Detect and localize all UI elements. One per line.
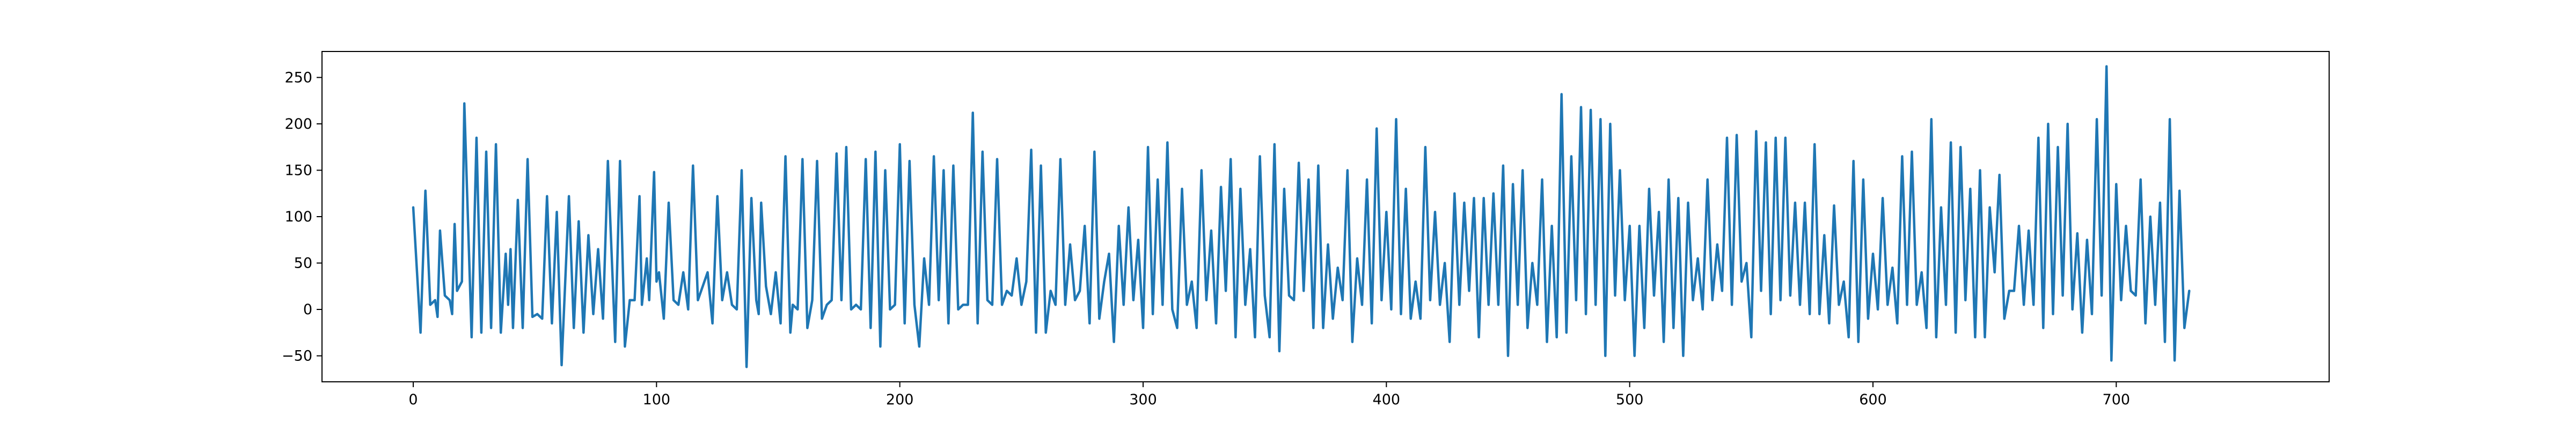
series-line: [412, 65, 2191, 368]
axes-frame: [321, 51, 2330, 382]
x-tick-label: 600: [1859, 391, 1887, 408]
x-tick-label: 500: [1616, 391, 1644, 408]
y-tick-label: 0: [303, 301, 312, 318]
x-tick-label: 200: [886, 391, 914, 408]
x-axis: 0 100 200 300 400 500 600 700: [408, 382, 2130, 408]
y-tick-label: −50: [282, 348, 312, 365]
y-tick-label: 100: [284, 209, 312, 225]
y-tick-label: 250: [284, 69, 312, 86]
plot-area: [412, 65, 2191, 368]
x-tick-label: 100: [643, 391, 671, 408]
y-tick-label: 50: [294, 255, 312, 272]
y-tick-label: 150: [284, 162, 312, 179]
x-tick-label: 0: [408, 391, 418, 408]
x-tick-label: 700: [2103, 391, 2131, 408]
y-tick-label: 200: [284, 116, 312, 132]
x-tick-label: 300: [1129, 391, 1157, 408]
x-tick-label: 400: [1373, 391, 1401, 408]
y-axis: −50 0 50 100 150 200 250: [282, 69, 322, 365]
